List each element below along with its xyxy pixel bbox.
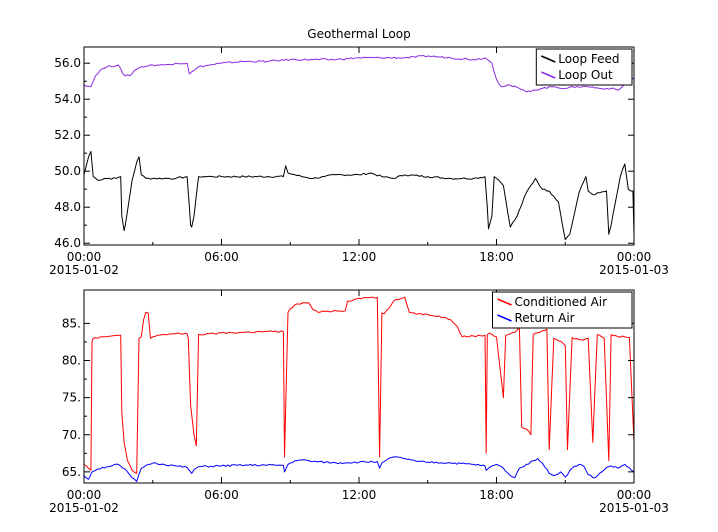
x-tick-label: 18:00 — [479, 250, 514, 264]
y-tick-label: 70. — [62, 428, 81, 442]
x-tick-date-label: 2015-01-02 — [49, 263, 119, 277]
x-tick-date-label: 2015-01-02 — [49, 501, 119, 515]
x-tick-label: 06:00 — [204, 250, 239, 264]
x-tick-date-label: 2015-01-03 — [599, 501, 669, 515]
series-line-conditioned-air — [83, 296, 635, 474]
legend-label: Loop Feed — [558, 52, 619, 66]
legend-label: Return Air — [515, 311, 575, 325]
chart-title: Geothermal Loop — [307, 27, 410, 41]
y-tick-label: 46.0 — [54, 236, 81, 250]
series-line-return-air — [83, 456, 635, 482]
x-tick-date-label: 2015-01-03 — [599, 263, 669, 277]
legend-swatch — [497, 314, 512, 322]
legend-swatch — [497, 298, 512, 306]
y-tick-label: 75. — [62, 391, 81, 405]
y-tick-label: 54.0 — [54, 92, 81, 106]
y-tick-label: 56.0 — [54, 56, 81, 70]
legend-label: Loop Out — [558, 68, 613, 82]
legend-label: Conditioned Air — [515, 295, 608, 309]
y-tick-label: 65. — [62, 465, 81, 479]
x-tick-label: 00:00 — [617, 488, 652, 502]
x-tick-label: 12:00 — [342, 250, 377, 264]
series-line-loop-feed — [83, 150, 635, 241]
x-tick-label: 00:00 — [67, 488, 102, 502]
legend-swatch — [541, 71, 556, 79]
x-tick-label: 18:00 — [479, 488, 514, 502]
y-tick-label: 52.0 — [54, 128, 81, 142]
legend-box — [535, 48, 633, 86]
x-tick-label: 06:00 — [204, 488, 239, 502]
chart-panel-1: Geothermal Loop 46.0 48.0 50.0 52.0 54.0 56.0 0… — [49, 27, 669, 277]
y-tick-label: 50.0 — [54, 164, 81, 178]
x-tick-label: 12:00 — [342, 488, 377, 502]
series-line-loop-out — [83, 55, 635, 93]
legend: Loop Feed Loop Out — [535, 48, 633, 86]
x-tick-label: 00:00 — [617, 250, 652, 264]
y-tick-label: 80. — [62, 354, 81, 368]
x-tick-label: 00:00 — [67, 250, 102, 264]
legend: Conditioned Air Return Air — [492, 291, 633, 329]
legend-box — [492, 291, 633, 329]
y-tick-label: 48.0 — [54, 200, 81, 214]
legend-swatch — [541, 55, 556, 63]
y-tick-label: 85. — [62, 316, 81, 330]
